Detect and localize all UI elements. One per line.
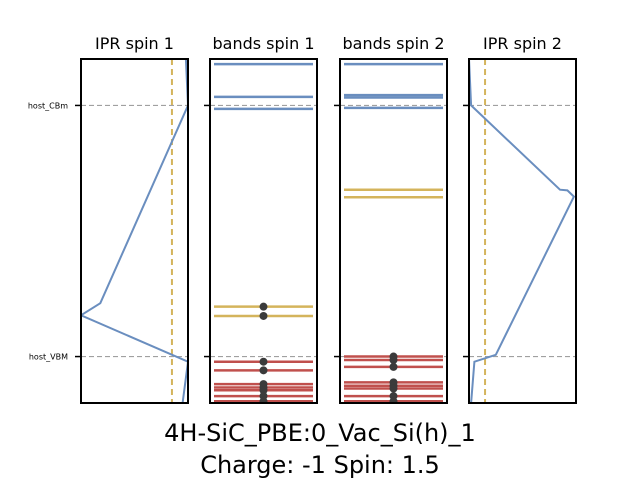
panel-title-ipr1: IPR spin 1	[95, 34, 174, 53]
electron-dot	[389, 384, 398, 393]
panels-layer: host_CBm host_VBM IPR spin 1 bands spin 1 ba…	[28, 34, 577, 404]
panel-title-bands2: bands spin 2	[342, 34, 444, 53]
panel-ipr2: IPR spin 2	[463, 34, 577, 404]
panel-frame-bands1	[209, 58, 318, 404]
figure-title-line2: Charge: -1 Spin: 1.5	[200, 451, 440, 479]
figure-title-line1: 4H-SiC_PBE:0_Vac_Si(h)_1	[164, 419, 476, 447]
electron-dot	[259, 357, 268, 366]
y-tick-label-host_VBM: host_VBM	[29, 353, 68, 362]
electron-dot	[389, 362, 398, 371]
electron-dot	[259, 302, 268, 311]
panel-content-ipr2	[469, 59, 576, 403]
electron-dot	[259, 397, 268, 403]
electron-dot	[259, 386, 268, 395]
panel-frame-bands2	[339, 58, 448, 404]
panel-ipr1: IPR spin 1	[75, 34, 189, 404]
panel-frame-ipr2	[468, 58, 577, 404]
panel-title-bands1: bands spin 1	[212, 34, 314, 53]
panel-content-bands1	[210, 62, 317, 403]
ipr-curve-ipr2	[469, 59, 576, 403]
electron-dot	[389, 397, 398, 403]
panel-content-bands2	[340, 62, 447, 403]
panel-title-ipr2: IPR spin 2	[483, 34, 562, 53]
panel-bands1: bands spin 1	[204, 34, 318, 404]
electron-dot	[259, 366, 268, 375]
panel-bands2: bands spin 2	[334, 34, 448, 404]
y-tick-label-host_CBm: host_CBm	[28, 101, 68, 110]
electron-dot	[259, 311, 268, 320]
electron-dot	[389, 356, 398, 364]
panel-frame-ipr1	[80, 58, 189, 404]
